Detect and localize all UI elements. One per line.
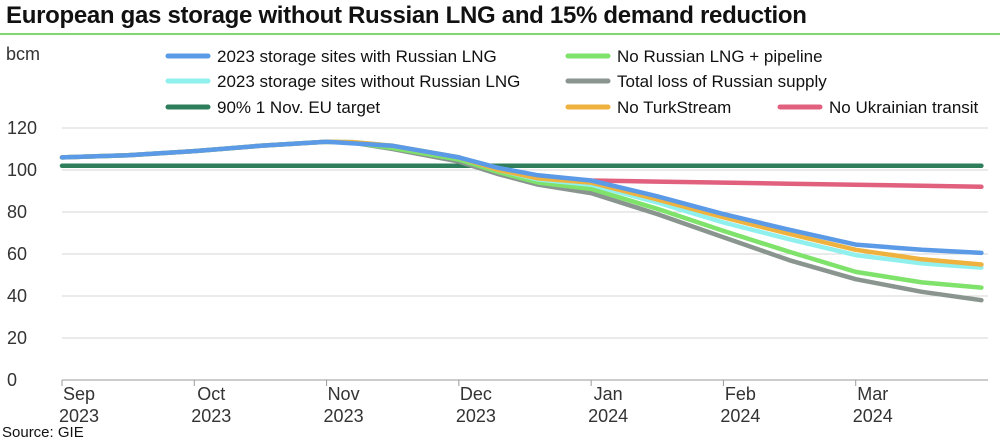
x-tick-label-year: 2024 <box>588 406 628 426</box>
y-tick-label: 80 <box>7 202 27 222</box>
x-tick-label-month: Mar <box>857 384 888 404</box>
y-tick-label: 100 <box>7 160 37 180</box>
y-tick-label: 20 <box>7 328 27 348</box>
x-tick-label-month: Dec <box>460 384 492 404</box>
legend-label: Total loss of Russian supply <box>617 72 827 91</box>
x-tick-label-month: Nov <box>328 384 360 404</box>
x-axis-ticks: Sep2023Oct2023Nov2023Dec2023Jan2024Feb20… <box>59 380 893 426</box>
series-line-2023-storage-sites-with-russian-lng <box>59 139 984 256</box>
x-tick-label-month: Sep <box>63 384 95 404</box>
x-tick-label-year: 2023 <box>324 406 364 426</box>
x-tick-label-month: Feb <box>725 384 756 404</box>
gridlines <box>62 127 988 381</box>
x-tick-label-year: 2023 <box>59 406 99 426</box>
legend-label: 2023 storage sites with Russian LNG <box>217 47 497 66</box>
title-divider <box>0 33 1000 35</box>
y-axis-label: bcm <box>6 44 40 64</box>
source-note: Source: GIE <box>2 424 84 441</box>
y-tick-label: 40 <box>7 286 27 306</box>
legend-label: 90% 1 Nov. EU target <box>217 98 380 117</box>
legend-label: No Ukrainian transit <box>829 98 979 117</box>
series-lines <box>59 139 984 303</box>
y-tick-label: 0 <box>7 370 17 390</box>
x-tick-label-month: Jan <box>594 384 623 404</box>
y-axis-ticks: 0 20 40 60 80 100 120 <box>7 118 37 390</box>
x-tick-label-year: 2023 <box>191 406 231 426</box>
series-line-no-ukrainian-transit <box>522 174 984 190</box>
x-tick-label-year: 2024 <box>853 406 893 426</box>
legend-label: No TurkStream <box>617 98 731 117</box>
legend-label: No Russian LNG + pipeline <box>617 47 823 66</box>
series-line-no-turkstream <box>59 139 984 267</box>
x-tick-label-year: 2024 <box>720 406 760 426</box>
chart-title: European gas storage without Russian LNG… <box>6 2 807 29</box>
legend-label: 2023 storage sites without Russian LNG <box>217 72 520 91</box>
legend: 2023 storage sites with Russian LNG No Ru… <box>165 47 979 117</box>
y-tick-label: 120 <box>7 118 37 138</box>
x-tick-label-year: 2023 <box>456 406 496 426</box>
x-tick-label-month: Oct <box>197 384 225 404</box>
y-tick-label: 60 <box>7 244 27 264</box>
